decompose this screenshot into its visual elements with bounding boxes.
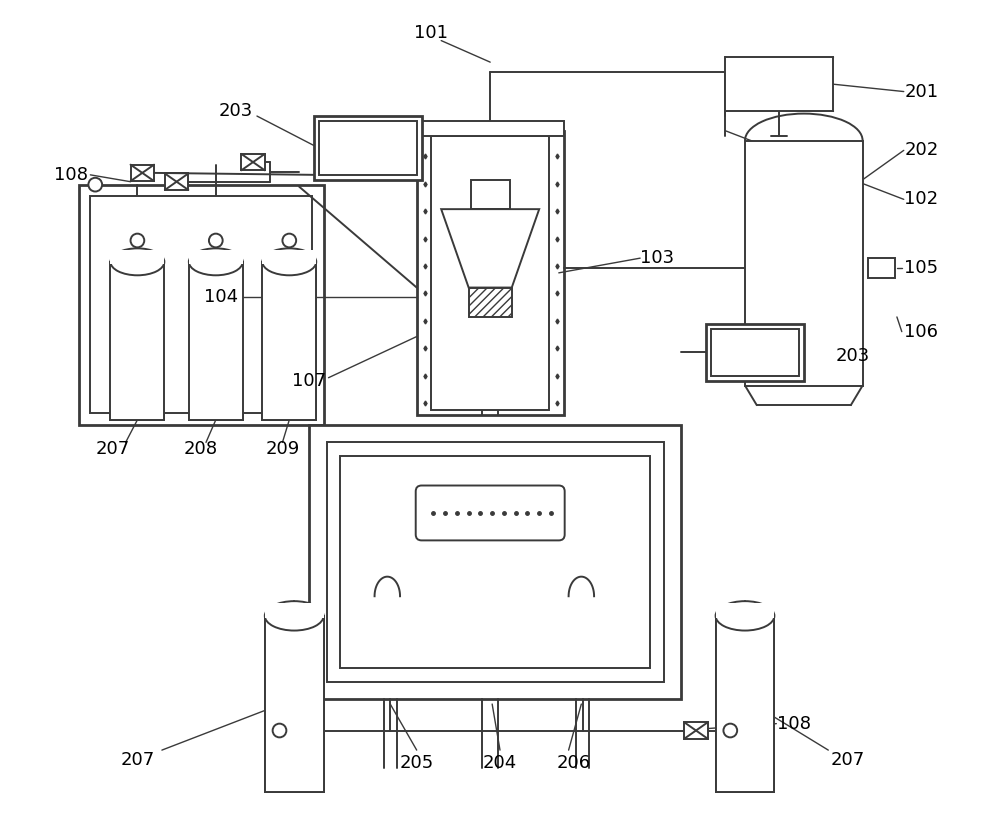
Bar — [725, 57, 833, 111]
Bar — [868, 258, 895, 278]
Bar — [165, 173, 188, 190]
Ellipse shape — [716, 601, 774, 630]
Text: 204: 204 — [483, 754, 517, 772]
Text: 208: 208 — [184, 441, 218, 458]
Text: 202: 202 — [904, 141, 939, 159]
Circle shape — [131, 233, 144, 247]
FancyBboxPatch shape — [416, 485, 565, 540]
Bar — [684, 722, 708, 738]
Bar — [189, 250, 243, 264]
Bar — [340, 456, 650, 667]
Text: 206: 206 — [556, 754, 591, 772]
Circle shape — [88, 178, 102, 191]
Bar — [131, 165, 154, 182]
Text: 201: 201 — [904, 82, 938, 101]
Text: 207: 207 — [96, 441, 130, 458]
Text: 207: 207 — [831, 751, 865, 769]
Bar — [745, 140, 863, 385]
Text: 106: 106 — [904, 323, 938, 341]
Text: 207: 207 — [120, 751, 155, 769]
Polygon shape — [441, 210, 539, 288]
Text: 103: 103 — [640, 249, 674, 267]
Ellipse shape — [189, 248, 243, 276]
Bar — [327, 442, 664, 681]
Bar — [79, 185, 324, 425]
Bar — [90, 196, 312, 413]
Text: 104: 104 — [204, 289, 238, 306]
Text: 209: 209 — [265, 441, 300, 458]
Bar — [417, 121, 564, 135]
Bar — [711, 328, 799, 375]
Bar — [716, 603, 774, 618]
Bar — [431, 135, 549, 410]
Text: 108: 108 — [777, 714, 811, 733]
Text: 107: 107 — [292, 371, 326, 389]
Text: 203: 203 — [218, 102, 253, 120]
Bar — [309, 425, 681, 699]
Circle shape — [209, 233, 223, 247]
Bar — [189, 262, 243, 420]
Bar — [110, 262, 164, 420]
Bar — [265, 615, 324, 792]
Bar — [262, 250, 316, 264]
Circle shape — [273, 724, 286, 738]
Bar — [241, 154, 265, 170]
Bar — [417, 130, 564, 415]
Bar — [314, 116, 422, 180]
Ellipse shape — [110, 248, 164, 276]
Bar — [319, 121, 417, 175]
Bar — [716, 615, 774, 792]
Circle shape — [282, 233, 296, 247]
Bar — [469, 288, 512, 317]
Bar — [297, 722, 321, 738]
Ellipse shape — [265, 601, 324, 630]
Ellipse shape — [262, 248, 316, 276]
Bar — [265, 603, 324, 618]
Text: 102: 102 — [904, 191, 938, 209]
Text: 105: 105 — [904, 259, 938, 277]
Text: 203: 203 — [836, 347, 870, 365]
Text: 205: 205 — [400, 754, 434, 772]
Bar — [706, 323, 804, 380]
Text: 101: 101 — [414, 24, 448, 42]
Bar — [471, 180, 510, 210]
Circle shape — [723, 724, 737, 738]
Text: 108: 108 — [54, 166, 88, 184]
Bar — [262, 262, 316, 420]
Bar — [110, 250, 164, 264]
